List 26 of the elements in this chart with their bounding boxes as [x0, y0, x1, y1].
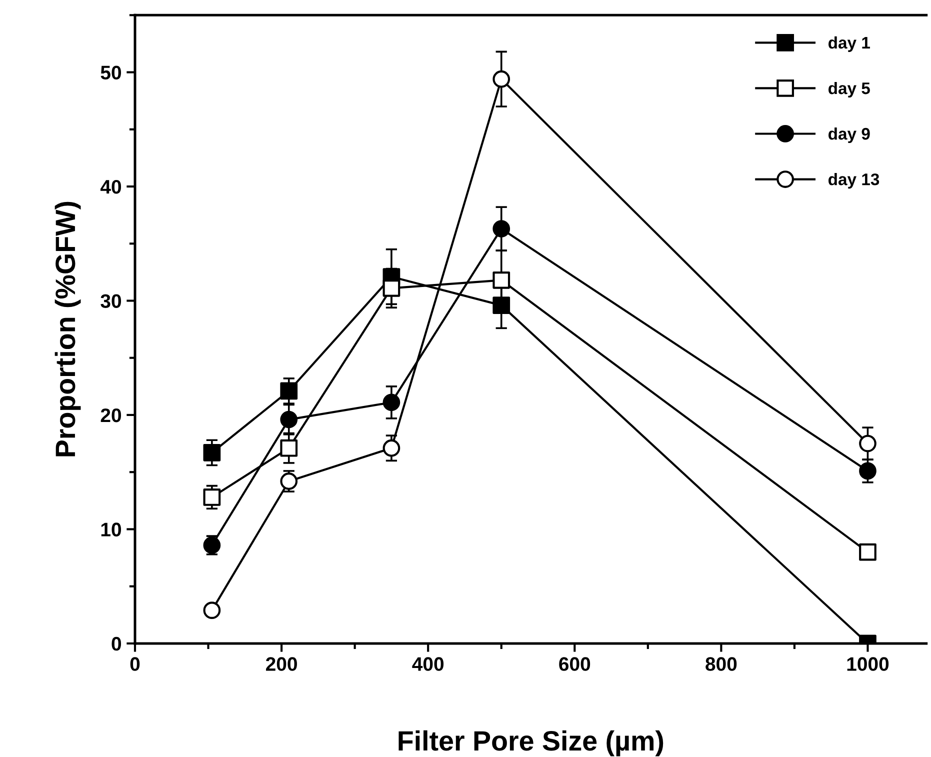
- x-axis-title: Filter Pore Size (µm): [398, 730, 664, 756]
- y-tick-label: 30: [100, 294, 122, 308]
- y-tick-label: 0: [112, 636, 122, 651]
- point: [492, 271, 510, 289]
- legend-label: day 1: [828, 36, 870, 52]
- point: [859, 543, 876, 561]
- point: [492, 296, 510, 314]
- y-tick-label: 50: [100, 66, 122, 80]
- x-tick-label: 400: [412, 657, 444, 671]
- y-tick-label: 10: [101, 522, 122, 536]
- x-tick-label: 800: [706, 657, 737, 671]
- y-tick-label: 20: [100, 408, 122, 422]
- point: [280, 382, 298, 400]
- x-tick-label: 0: [130, 657, 140, 671]
- point: [203, 444, 221, 462]
- legend-label: day 13: [828, 173, 880, 189]
- point: [280, 439, 298, 457]
- x-tick-label: 1000: [847, 657, 889, 671]
- legend-label: day 9: [828, 127, 870, 144]
- x-tick-label: 600: [559, 657, 590, 671]
- point: [382, 279, 400, 297]
- y-tick-label: 40: [100, 180, 122, 194]
- point: [203, 488, 221, 506]
- x-tick-label: 200: [266, 657, 297, 671]
- y-axis-title: Proportion (%GFW): [54, 202, 81, 456]
- legend-label: day 5: [828, 82, 870, 98]
